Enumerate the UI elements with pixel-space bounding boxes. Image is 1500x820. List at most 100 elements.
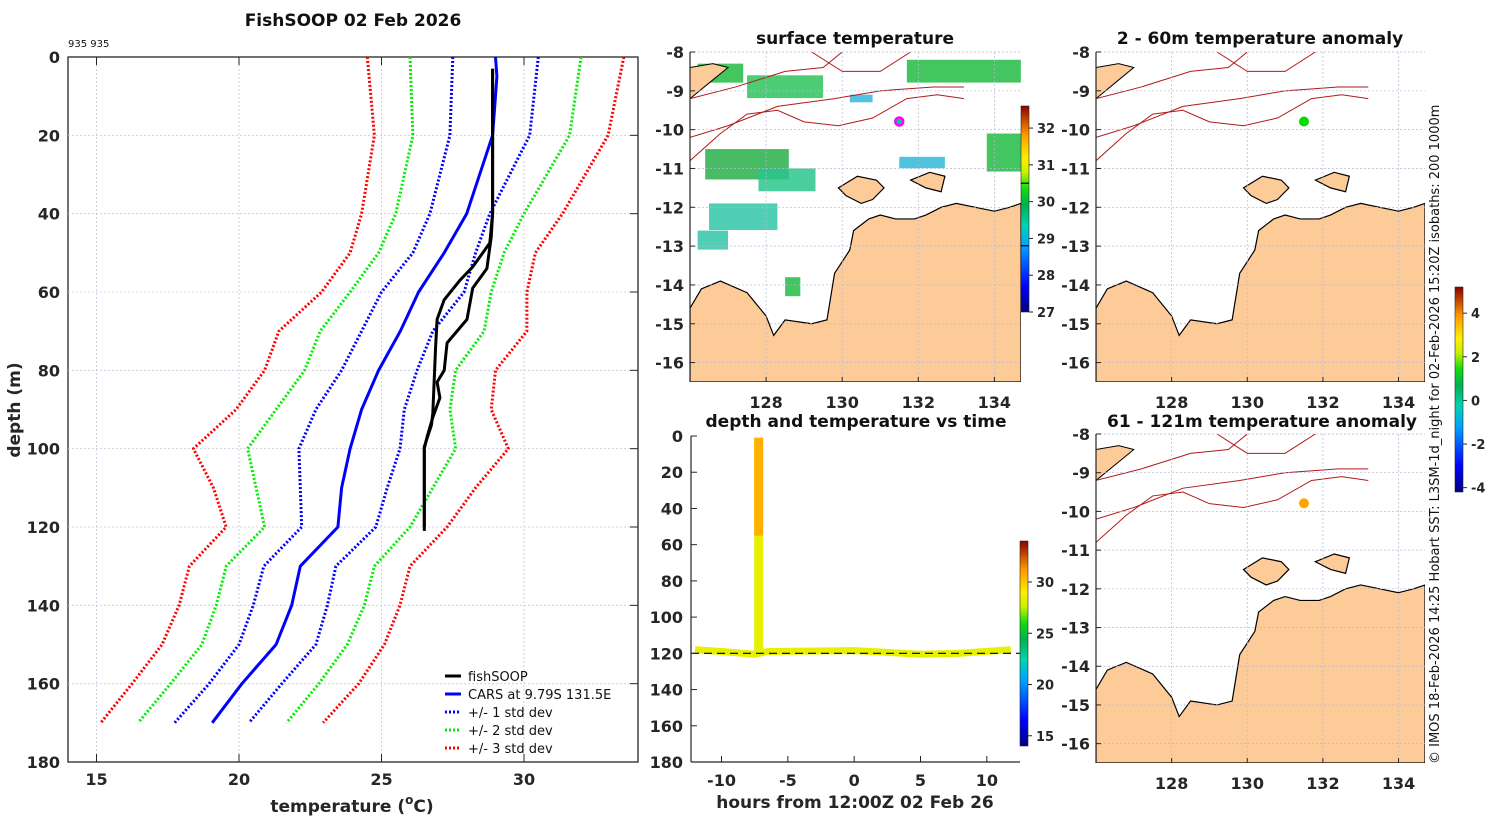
sst-colorbar-label: 28 — [1037, 269, 1055, 284]
y-tick-label: 0 — [49, 48, 60, 67]
sst-map-title: surface temperature — [756, 29, 954, 49]
anomaly-colorbar: -4 -2 0 2 4 — [1454, 286, 1485, 497]
depth-time-colorbar-label: 30 — [1036, 576, 1054, 591]
map-lat-label: -9 — [666, 82, 684, 101]
sst-colorbar-label: 30 — [1037, 196, 1055, 211]
map-lat-label: -14 — [1061, 657, 1090, 676]
profile-ticks: 15 20 25 30 0 20 40 60 80 100 120 140 160 180 — [27, 48, 638, 789]
profile-xlabel-main: temperature ( — [270, 797, 405, 817]
profile-ylabel: depth (m) — [5, 362, 25, 457]
map-lat-label: -12 — [1061, 580, 1090, 599]
depth-time-x-label: 10 — [976, 771, 998, 790]
map-lat-label: -8 — [666, 43, 684, 62]
legend-label: CARS at 9.79S 131.5E — [468, 688, 611, 703]
sst-pixel-patch — [986, 133, 1021, 172]
anomaly-colorbar: -4 -2 0 2 4 — [1454, 286, 1485, 497]
anomaly-61-121-map: 128 130 132 134 -8 -9 -10 -11 -12 -13 -14 -15 -16 — [1061, 425, 1425, 793]
map-lon-label: 130 — [1231, 774, 1264, 793]
anomaly-2-60-panel: 2 - 60m temperature anomaly 128 130 132 134… — [1061, 29, 1425, 412]
anomaly-2-60-map: 128 130 132 134 -8 -9 -10 -11 -12 -13 -14 -15 -16 — [1061, 43, 1425, 412]
depth-time-panel: depth and temperature vs time -10 -5 0 5 100… — [650, 412, 1055, 813]
map-lat-label: -14 — [655, 276, 684, 295]
sst-colorbar-label: 31 — [1037, 159, 1055, 174]
depth-time-y-label: 140 — [650, 681, 683, 700]
x-tick-label: 15 — [85, 770, 107, 789]
depth-time-y-label: 0 — [672, 427, 683, 446]
ship-position-marker — [894, 116, 905, 127]
land-timor — [1096, 63, 1135, 100]
map-lat-label: -14 — [1061, 276, 1090, 295]
isobath-line — [690, 86, 964, 138]
series-fishsoop — [422, 68, 495, 531]
x-tick-label: 20 — [228, 770, 250, 789]
profile-xlabel-sup: o — [405, 793, 413, 807]
map-content — [1096, 52, 1425, 382]
land-cobourg — [909, 171, 946, 193]
isobath-line — [811, 52, 911, 72]
map-lon-label: 134 — [1382, 774, 1415, 793]
depth-time-y-label: 100 — [650, 608, 683, 627]
map-lon-label: 134 — [1382, 393, 1415, 412]
legend-label: +/- 2 std dev — [468, 724, 553, 739]
y-tick-label: 180 — [27, 753, 60, 772]
map-lon-label: 132 — [1306, 393, 1339, 412]
series--3-std-dev — [321, 57, 626, 724]
map-lat-label: -16 — [1061, 354, 1090, 373]
x-tick-label: 30 — [513, 770, 535, 789]
series--2-std-dev — [136, 57, 415, 724]
map-lon-label: 130 — [1231, 393, 1264, 412]
map-lat-label: -12 — [1061, 198, 1090, 217]
depth-time-y-label: 180 — [650, 753, 683, 772]
map-lon-label: 134 — [978, 393, 1011, 412]
map-lat-label: -8 — [1072, 43, 1090, 62]
map-lat-label: -12 — [655, 198, 684, 217]
map-lon-label: 128 — [749, 393, 782, 412]
depth-time-colorbar-bar — [1019, 540, 1029, 747]
land-cobourg — [1313, 171, 1351, 193]
map-lat-label: -11 — [1061, 541, 1090, 560]
depth-time-y-label: 120 — [650, 644, 683, 663]
map-lon-label: 128 — [1155, 393, 1188, 412]
map-lat-label: -11 — [655, 159, 684, 178]
series--1-std-dev — [247, 57, 540, 724]
map-lat-label: -15 — [1061, 696, 1090, 715]
map-lat-label: -16 — [655, 354, 684, 373]
land-tiwi-islands — [1242, 175, 1290, 205]
sst-pixel-patch — [747, 75, 824, 99]
y-tick-label: 140 — [27, 596, 60, 615]
depth-time-xlabel: hours from 12:00Z 02 Feb 26 — [716, 793, 994, 813]
depth-time-x-label: 5 — [915, 771, 926, 790]
depth-time-y-label: 80 — [661, 572, 683, 591]
depth-time-colorbar: 15 20 25 30 — [1019, 540, 1054, 747]
depth-time-colorbar-label: 25 — [1036, 627, 1054, 642]
depth-time-y-label: 20 — [661, 463, 683, 482]
map-lon-label: 130 — [825, 393, 858, 412]
depth-time-x-label: 0 — [849, 771, 860, 790]
map-lat-label: -16 — [1061, 735, 1090, 754]
map-lat-label: -10 — [655, 121, 684, 140]
land-australia — [690, 202, 1021, 382]
map-lat-label: -11 — [1061, 159, 1090, 178]
sst-pixel-patch — [849, 94, 873, 103]
legend-label: fishSOOP — [468, 670, 528, 685]
depth-time-x-label: -10 — [707, 771, 736, 790]
map-lat-label: -8 — [1072, 425, 1090, 444]
isobath-line — [1096, 476, 1369, 543]
map-lat-label: -13 — [1061, 619, 1090, 638]
depth-time-colorbar-label: 20 — [1036, 679, 1054, 694]
depth-time-axes — [691, 436, 1020, 762]
depth-time-y-label: 40 — [661, 499, 683, 518]
y-tick-label: 100 — [27, 440, 60, 459]
series--1-std-dev — [173, 57, 455, 724]
depth-time-y-label: 160 — [650, 717, 683, 736]
map-lat-label: -13 — [655, 237, 684, 256]
map-content — [690, 52, 1021, 382]
anomaly-colorbar-label: 4 — [1471, 307, 1480, 322]
land-australia — [1096, 202, 1425, 382]
map-content — [1096, 434, 1425, 763]
land-cobourg — [1313, 553, 1351, 575]
anomaly-colorbar-bar — [1454, 286, 1464, 493]
series--3-std-dev — [99, 57, 376, 724]
depth-time-title: depth and temperature vs time — [706, 412, 1007, 432]
sst-pixel-patch — [758, 168, 816, 192]
